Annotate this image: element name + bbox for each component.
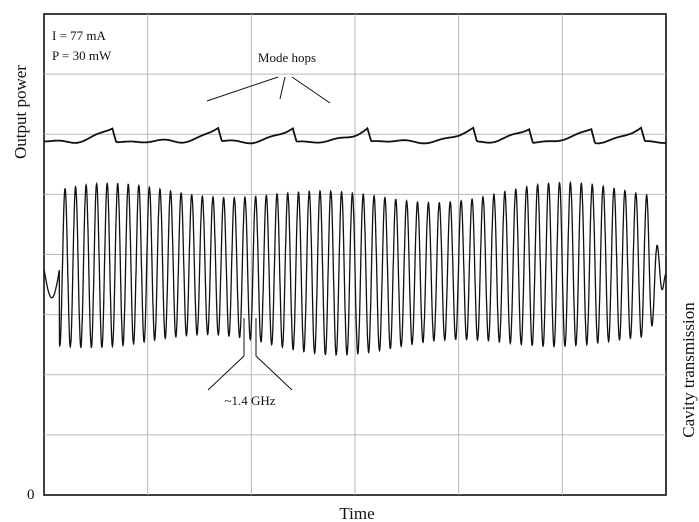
y-axis-label-right: Cavity transmission [679,302,698,438]
x-axis-label: Time [339,504,374,522]
mode-hops-label: Mode hops [258,50,316,65]
y-zero-tick-label: 0 [27,487,35,503]
condition-power: P = 30 mW [52,48,112,63]
spacing-label: ~1.4 GHz [224,393,275,408]
condition-current: I = 77 mA [52,28,107,43]
series-cavity-transmission-line [43,180,667,357]
y-axis-label-left: Output power [11,65,30,159]
mode-hops-pointer-middle [279,76,286,100]
spacing-marker-left [207,318,245,391]
spacing-marker-right [255,318,293,391]
series-output-power-line [44,126,667,145]
mode-hops-pointer-right [291,76,331,104]
mode-hops-pointer-left [206,76,279,102]
